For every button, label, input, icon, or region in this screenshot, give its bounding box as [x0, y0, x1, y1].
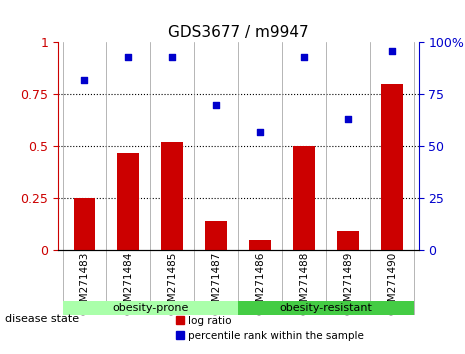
Text: GSM271488: GSM271488 [299, 252, 309, 315]
Text: GSM271487: GSM271487 [211, 252, 221, 315]
Bar [118, 153, 140, 250]
Title: GDS3677 / m9947: GDS3677 / m9947 [168, 25, 309, 40]
Point [345, 116, 352, 122]
Point [300, 54, 308, 60]
Text: GSM271484: GSM271484 [123, 252, 133, 315]
Point [213, 102, 220, 108]
FancyBboxPatch shape [62, 301, 239, 315]
Bar [293, 146, 315, 250]
Legend: log ratio, percentile rank within the sample: log ratio, percentile rank within the sa… [171, 312, 368, 345]
Point [125, 54, 132, 60]
Point [81, 77, 88, 83]
Bar [206, 221, 227, 250]
Bar [249, 240, 271, 250]
Text: GSM271483: GSM271483 [80, 252, 89, 315]
Text: GSM271489: GSM271489 [343, 252, 353, 315]
Point [169, 54, 176, 60]
Text: GSM271486: GSM271486 [255, 252, 266, 315]
Text: obesity-resistant: obesity-resistant [280, 303, 372, 313]
FancyBboxPatch shape [239, 301, 414, 315]
Bar [337, 232, 359, 250]
Bar [381, 84, 403, 250]
Point [388, 48, 396, 53]
Bar [73, 198, 95, 250]
Text: GSM271490: GSM271490 [387, 252, 397, 315]
Text: obesity-prone: obesity-prone [112, 303, 189, 313]
Text: GSM271485: GSM271485 [167, 252, 177, 315]
Point [257, 129, 264, 135]
Bar [161, 142, 183, 250]
Text: disease state: disease state [5, 314, 79, 324]
